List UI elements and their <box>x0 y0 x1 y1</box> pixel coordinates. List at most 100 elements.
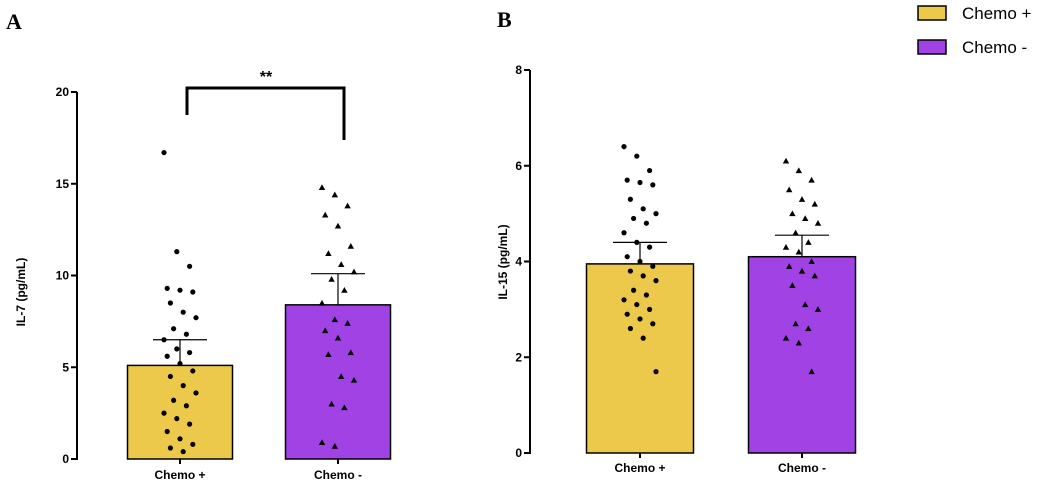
bar-chemo-plus <box>585 263 695 454</box>
data-point <box>331 316 338 323</box>
legend-swatch-chemo-plus <box>917 5 947 21</box>
data-point <box>350 376 358 383</box>
data-point <box>792 229 799 236</box>
data-point <box>640 273 646 279</box>
data-point <box>637 179 643 186</box>
bars-group-a: Chemo + Chemo - <box>126 304 392 482</box>
data-point <box>789 210 796 217</box>
data-point <box>161 149 167 156</box>
data-point <box>318 299 326 306</box>
data-point <box>802 215 809 221</box>
data-point <box>325 351 332 357</box>
significance-label: ** <box>260 69 273 86</box>
data-point <box>805 325 812 332</box>
data-point <box>167 300 173 306</box>
data-point <box>786 263 793 269</box>
data-point <box>627 268 634 274</box>
data-point <box>640 206 646 212</box>
data-point <box>631 215 637 222</box>
y-tick-label: 10 <box>56 269 70 283</box>
data-point <box>164 285 170 291</box>
data-point <box>180 309 186 315</box>
data-point <box>193 390 199 396</box>
data-point <box>187 421 193 427</box>
data-point <box>811 272 818 279</box>
data-point <box>808 176 815 183</box>
data-point <box>334 222 342 229</box>
data-point <box>792 320 799 327</box>
data-point <box>795 167 802 174</box>
data-point <box>653 278 659 284</box>
data-point <box>334 334 342 341</box>
data-point <box>161 410 167 416</box>
data-point <box>318 439 326 446</box>
data-point <box>643 220 650 226</box>
data-point <box>347 349 354 356</box>
data-point <box>640 335 646 341</box>
data-point <box>338 373 345 379</box>
data-point <box>325 250 332 257</box>
y-axis-title-b: IL-15 (pg/mL) <box>496 224 510 299</box>
y-tick-label: 0 <box>62 452 69 466</box>
data-point <box>650 263 656 269</box>
data-point <box>647 306 653 312</box>
data-point <box>344 320 351 326</box>
data-point <box>808 258 815 265</box>
data-point <box>786 186 793 193</box>
data-point <box>177 436 183 442</box>
x-tick-label: Chemo - <box>778 461 826 475</box>
data-point <box>331 442 338 449</box>
data-point <box>805 239 812 245</box>
bar-chemo-minus <box>747 255 857 454</box>
data-point <box>814 220 822 226</box>
y-tick-label: 20 <box>56 85 70 99</box>
data-point <box>187 263 193 269</box>
data-point <box>798 267 806 274</box>
data-point <box>174 249 180 255</box>
data-point <box>653 369 659 375</box>
data-point <box>811 200 818 207</box>
y-tick-label: 4 <box>515 255 522 269</box>
x-tick-label: Chemo + <box>614 461 665 475</box>
axis-group-b: 0 2 4 6 8 <box>515 63 531 460</box>
data-point <box>621 297 627 303</box>
legend: Chemo + Chemo - <box>917 4 1032 57</box>
data-point <box>624 177 630 183</box>
error-bars-group-a <box>153 273 365 366</box>
x-tick-label: Chemo + <box>154 468 205 482</box>
legend-label-chemo-plus: Chemo + <box>962 4 1032 23</box>
data-point <box>782 334 790 341</box>
data-point <box>328 275 335 282</box>
data-point <box>634 301 640 308</box>
data-point <box>318 184 326 190</box>
data-point <box>183 403 189 409</box>
data-point <box>808 368 815 375</box>
data-point <box>183 331 189 337</box>
significance-bracket <box>185 86 346 140</box>
data-point <box>814 306 822 312</box>
data-point <box>187 349 193 356</box>
data-point <box>624 254 630 260</box>
bar-chemo-plus <box>126 364 234 460</box>
y-tick-label: 5 <box>62 360 69 374</box>
panel-letter-b: B <box>497 7 512 32</box>
data-point <box>631 287 637 293</box>
panel-a: A IL-7 (pg/mL) 0 5 10 15 20 Chemo + Chemo - *… <box>6 9 392 482</box>
data-point <box>782 157 790 164</box>
legend-swatch-chemo-minus <box>917 39 947 55</box>
data-point <box>650 182 656 188</box>
data-point <box>338 261 345 268</box>
data-point <box>177 287 183 293</box>
data-point <box>322 327 329 334</box>
significance-group-a: ** <box>185 69 346 140</box>
data-point <box>190 368 196 374</box>
data-point <box>647 167 653 174</box>
error-bars-group-b <box>613 234 829 264</box>
data-point <box>347 242 354 249</box>
data-point <box>795 248 802 255</box>
data-point <box>344 202 351 209</box>
legend-label-chemo-minus: Chemo - <box>962 38 1027 57</box>
y-tick-label: 0 <box>515 446 522 460</box>
data-point <box>653 211 659 217</box>
